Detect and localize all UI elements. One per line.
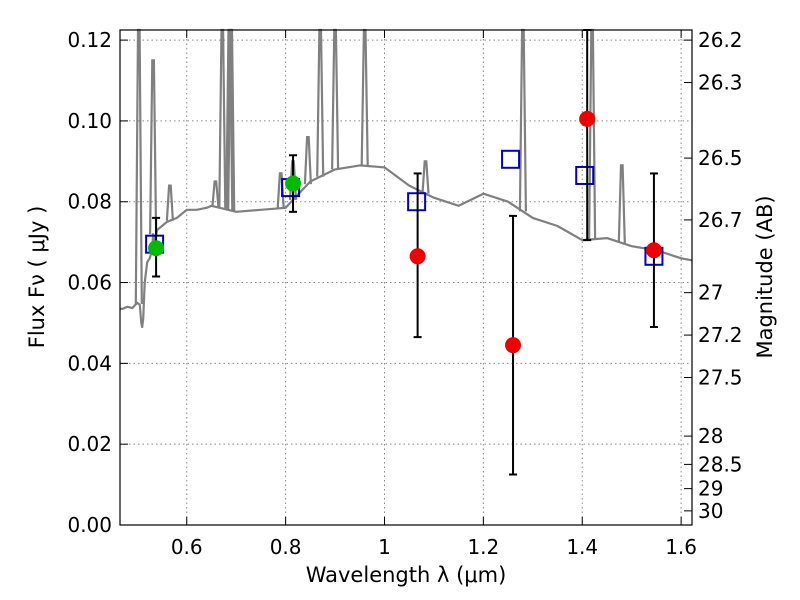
x-axis-label: Wavelength λ (μm) (306, 563, 507, 587)
data-points (145, 29, 664, 476)
right-y-tick-label: 27 (698, 281, 723, 305)
model-photometry-square (575, 165, 595, 185)
right-y-tick-label: 26.7 (698, 208, 743, 232)
emission-line (421, 160, 430, 194)
right-y-tick-label: 30 (698, 499, 723, 523)
axes: 0.6 0.8 1 1.2 1.4 1.6 0.00 0.02 0.04 0.06 0.08 0.10… (67, 28, 742, 559)
x-tick-label: 1 (378, 535, 391, 559)
y-tick-label: 0.02 (67, 432, 112, 456)
spectrum-line (120, 164, 693, 329)
emission-line (149, 59, 158, 235)
emission-line (617, 164, 626, 244)
right-y-axis-label: Magnitude (AB) (753, 195, 777, 358)
emission-line (211, 180, 220, 207)
observed-point (579, 110, 596, 127)
observed-point (285, 175, 302, 192)
model-photometry-square (501, 149, 521, 169)
observed-point (148, 240, 165, 257)
plot-frame (119, 29, 693, 526)
x-tick-label: 0.6 (171, 535, 203, 559)
observed-point (505, 337, 522, 354)
right-y-tick-label: 28 (698, 424, 723, 448)
y-tick-label: 0.00 (67, 513, 112, 537)
right-y-tick-label: 26.5 (698, 146, 743, 170)
y-tick-label: 0.08 (67, 190, 112, 214)
y-tick-label: 0.04 (67, 351, 112, 375)
x-tick-label: 1.2 (467, 535, 499, 559)
right-y-tick-label: 26.3 (698, 71, 743, 95)
right-y-tick-label: 29 (698, 477, 723, 501)
observed-point (645, 242, 662, 259)
right-y-tick-label: 26.2 (698, 28, 743, 52)
x-tick-label: 1.6 (665, 535, 697, 559)
emission-line (303, 136, 312, 185)
grid-lines (120, 30, 692, 526)
right-y-tick-label: 27.2 (698, 323, 743, 347)
y-tick-label: 0.06 (67, 271, 112, 295)
right-y-tick-label: 28.5 (698, 452, 743, 476)
y-tick-label: 0.12 (67, 28, 112, 52)
right-y-tick-label: 27.5 (698, 366, 743, 390)
x-tick-label: 1.4 (566, 535, 598, 559)
emission-line (165, 184, 174, 221)
y-tick-label: 0.10 (67, 109, 112, 133)
observed-point (409, 248, 426, 265)
x-tick-label: 0.8 (270, 535, 302, 559)
y-axis-label: Flux Fν ( μJy ) (25, 206, 49, 349)
